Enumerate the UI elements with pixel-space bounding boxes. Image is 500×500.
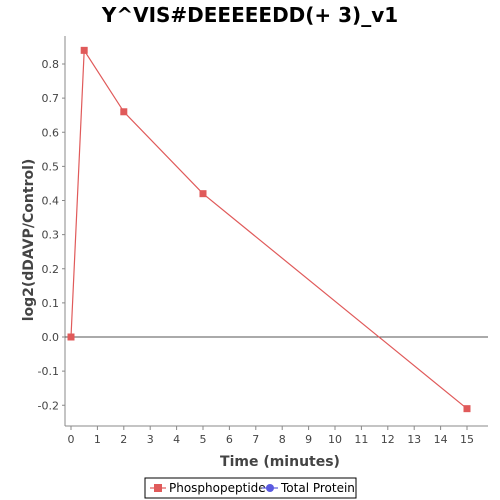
legend-marker-square [154, 484, 162, 492]
y-tick-label: -0.2 [38, 399, 59, 412]
legend-box [144, 477, 357, 499]
y-tick-label: 0.5 [42, 160, 60, 173]
x-tick-label: 10 [328, 433, 342, 446]
y-tick-label: 0.7 [42, 92, 60, 105]
legend-marker-circle [266, 484, 274, 492]
series-group [67, 46, 471, 413]
x-tick-label: 13 [407, 433, 421, 446]
x-tick-label: 6 [226, 433, 233, 446]
data-point [67, 333, 75, 341]
x-axis: 0 1 2 3 4 5 6 7 8 9 10 11 12 13 14 15 [65, 425, 488, 446]
y-axis: -0.2 -0.1 0.0 0.1 0.2 0.3 0.4 0.5 0.6 0.7 0.8 [38, 36, 66, 426]
y-tick-label: 0.4 [42, 195, 60, 208]
chart-title: Y^VIS#DEEEEEDD(+ 3)_v1 [101, 3, 398, 27]
y-tick-label: 0.0 [42, 331, 60, 344]
data-point [80, 46, 88, 54]
data-point [120, 108, 128, 116]
data-point [463, 405, 471, 413]
y-tick-label: 0.6 [42, 126, 60, 139]
series-line-phosphopeptide [70, 48, 468, 410]
data-point [199, 190, 207, 198]
y-axis-title: log2(dDAVP/Control) [21, 159, 37, 322]
x-tick-label: 11 [354, 433, 368, 446]
y-tick-label: 0.8 [42, 58, 60, 71]
y-tick-label: -0.1 [38, 365, 59, 378]
x-axis-title: Time (minutes) [220, 454, 340, 470]
x-tick-label: 9 [305, 433, 312, 446]
y-tick-label: 0.2 [42, 263, 60, 276]
x-tick-label: 14 [434, 433, 448, 446]
x-tick-label: 5 [200, 433, 207, 446]
x-tick-label: 4 [173, 433, 180, 446]
x-tick-label: 8 [279, 433, 286, 446]
legend-label: Phosphopeptide [169, 481, 266, 495]
legend: Phosphopeptide Total Protein [144, 477, 357, 499]
x-tick-label: 1 [94, 433, 101, 446]
x-tick-label: 0 [68, 433, 75, 446]
legend-items: Phosphopeptide Total Protein [150, 481, 355, 495]
y-tick-label: 0.3 [42, 229, 60, 242]
y-tick-label: 0.1 [42, 297, 60, 310]
x-tick-label: 3 [147, 433, 154, 446]
x-tick-label: 7 [252, 433, 259, 446]
x-tick-label: 2 [120, 433, 127, 446]
x-tick-label: 12 [381, 433, 395, 446]
x-tick-label: 15 [460, 433, 474, 446]
legend-label: Total Protein [280, 481, 355, 495]
